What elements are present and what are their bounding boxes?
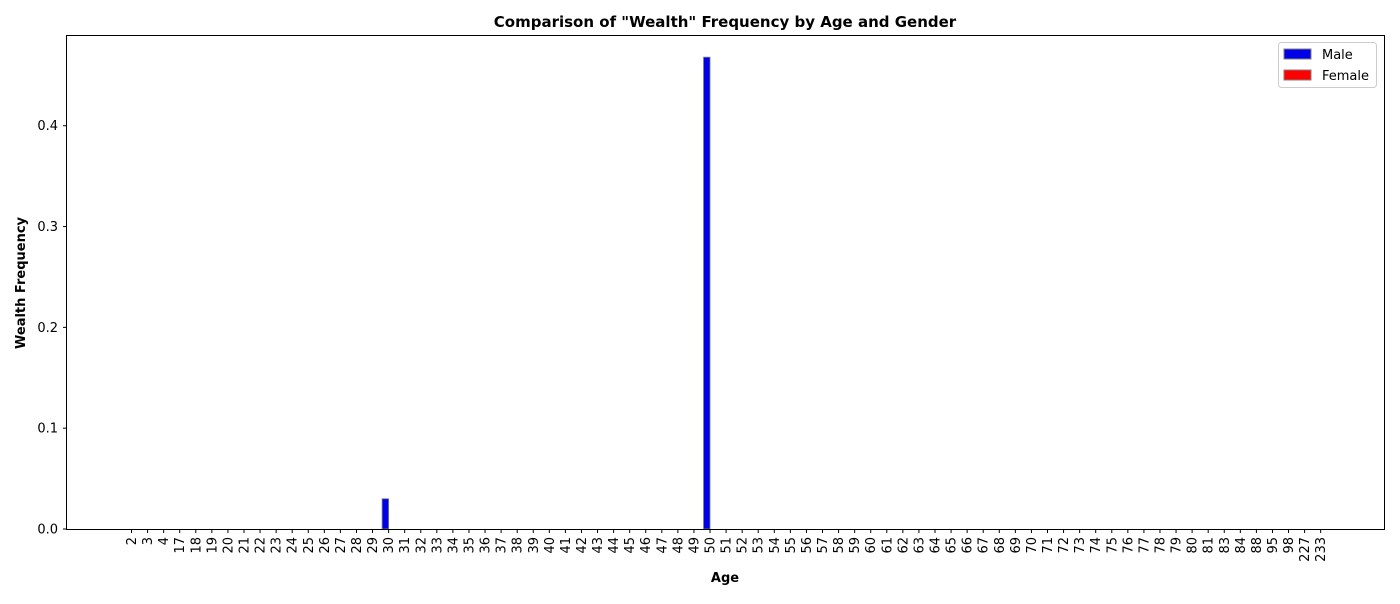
x-tick-label: 3 <box>141 537 156 545</box>
x-tick-label: 95 <box>1266 537 1281 554</box>
x-tick-label: 2 <box>125 537 140 545</box>
x-tick-label: 233 <box>1314 537 1329 562</box>
x-tick-label: 51 <box>720 537 735 554</box>
x-tick-label: 20 <box>221 537 236 554</box>
x-tick-label: 60 <box>864 537 879 554</box>
x-tick-label: 32 <box>414 537 429 554</box>
x-tick-label: 71 <box>1041 537 1056 554</box>
legend: Male Female <box>1278 42 1377 88</box>
x-tick-label: 40 <box>543 537 558 554</box>
x-tick-label: 45 <box>623 537 638 554</box>
x-tick-label: 43 <box>591 537 606 554</box>
x-tick-label: 55 <box>784 537 799 554</box>
x-tick-label: 72 <box>1057 537 1072 554</box>
x-tick-label: 67 <box>977 537 992 554</box>
x-tick-label: 61 <box>880 537 895 554</box>
x-tick-label: 44 <box>607 537 622 554</box>
x-tick-label: 47 <box>655 537 670 554</box>
x-tick-label: 65 <box>945 537 960 554</box>
x-tick-label: 29 <box>366 537 381 554</box>
x-tick-label: 24 <box>286 537 301 554</box>
x-tick-label: 31 <box>398 537 413 554</box>
x-axis: 2 3 4 17 18 19 20 21 22 23 24 25 26 27 28 29 30 31 32 33 34 3… <box>125 529 1329 562</box>
x-tick-label: 27 <box>334 537 349 554</box>
legend-label-male: Male <box>1322 48 1353 63</box>
x-tick-label: 78 <box>1153 537 1168 554</box>
x-tick-label: 227 <box>1298 537 1313 562</box>
x-tick-label: 57 <box>816 537 831 554</box>
x-tick-label: 63 <box>912 537 927 554</box>
y-tick-label: 0.1 <box>37 422 58 437</box>
x-tick-label: 74 <box>1089 537 1104 554</box>
x-tick-label: 98 <box>1282 537 1297 554</box>
x-tick-label: 75 <box>1105 537 1120 554</box>
x-tick-label: 54 <box>768 537 783 554</box>
x-tick-label: 88 <box>1250 537 1265 554</box>
legend-swatch-female <box>1283 69 1312 81</box>
x-tick-label: 30 <box>382 537 397 554</box>
x-tick-label: 83 <box>1218 537 1233 554</box>
x-tick-label: 59 <box>848 537 863 554</box>
x-axis-title: Age <box>711 571 739 586</box>
y-tick-label: 0.3 <box>37 220 58 235</box>
x-tick-label: 46 <box>639 537 654 554</box>
x-tick-label: 26 <box>318 537 333 554</box>
x-tick-label: 39 <box>527 537 542 554</box>
x-tick-label: 50 <box>704 537 719 554</box>
y-axis: 0.0 0.1 0.2 0.3 0.4 <box>37 119 67 538</box>
x-tick-label: 56 <box>800 537 815 554</box>
x-tick-label: 66 <box>961 537 976 554</box>
x-tick-label: 38 <box>511 537 526 554</box>
x-tick-label: 58 <box>832 537 847 554</box>
bar-male-50 <box>703 56 711 530</box>
chart-title: Comparison of "Wealth" Frequency by Age … <box>494 13 957 31</box>
plot-frame <box>66 35 1385 530</box>
y-tick-label: 0.2 <box>37 321 58 336</box>
x-tick-label: 33 <box>430 537 445 554</box>
x-tick-label: 48 <box>671 537 686 554</box>
x-tick-label: 18 <box>189 537 204 554</box>
y-tick-label: 0.4 <box>37 119 58 134</box>
x-tick-label: 53 <box>752 537 767 554</box>
x-tick-label: 4 <box>157 537 172 545</box>
bar-male-30 <box>381 498 390 530</box>
y-axis-title: Wealth Frequency <box>14 216 29 349</box>
x-tick-label: 36 <box>479 537 494 554</box>
x-tick-label: 41 <box>559 537 574 554</box>
x-tick-label: 68 <box>993 537 1008 554</box>
x-tick-label: 62 <box>896 537 911 554</box>
x-tick-label: 76 <box>1121 537 1136 554</box>
x-tick-label: 37 <box>495 537 510 554</box>
x-tick-label: 34 <box>446 537 461 554</box>
x-tick-label: 77 <box>1137 537 1152 554</box>
x-tick-label: 73 <box>1073 537 1088 554</box>
x-tick-label: 70 <box>1025 537 1040 554</box>
x-tick-label: 84 <box>1234 537 1249 554</box>
x-tick-label: 23 <box>270 537 285 554</box>
x-tick-label: 79 <box>1170 537 1185 554</box>
x-tick-label: 69 <box>1009 537 1024 554</box>
x-tick-label: 80 <box>1186 537 1201 554</box>
x-tick-label: 42 <box>575 537 590 554</box>
x-tick-label: 21 <box>237 537 252 554</box>
x-tick-label: 49 <box>687 537 702 554</box>
x-tick-label: 52 <box>736 537 751 554</box>
legend-swatch-male <box>1283 48 1312 60</box>
y-tick-label: 0.0 <box>37 523 58 538</box>
x-tick-label: 35 <box>462 537 477 554</box>
x-tick-label: 25 <box>302 537 317 554</box>
legend-label-female: Female <box>1322 69 1369 84</box>
x-tick-label: 19 <box>205 537 220 554</box>
x-tick-label: 22 <box>254 537 269 554</box>
bars-layer <box>381 56 711 530</box>
x-tick-label: 64 <box>929 537 944 554</box>
x-tick-label: 81 <box>1202 537 1217 554</box>
x-tick-label: 28 <box>350 537 365 554</box>
x-tick-label: 17 <box>173 537 188 554</box>
